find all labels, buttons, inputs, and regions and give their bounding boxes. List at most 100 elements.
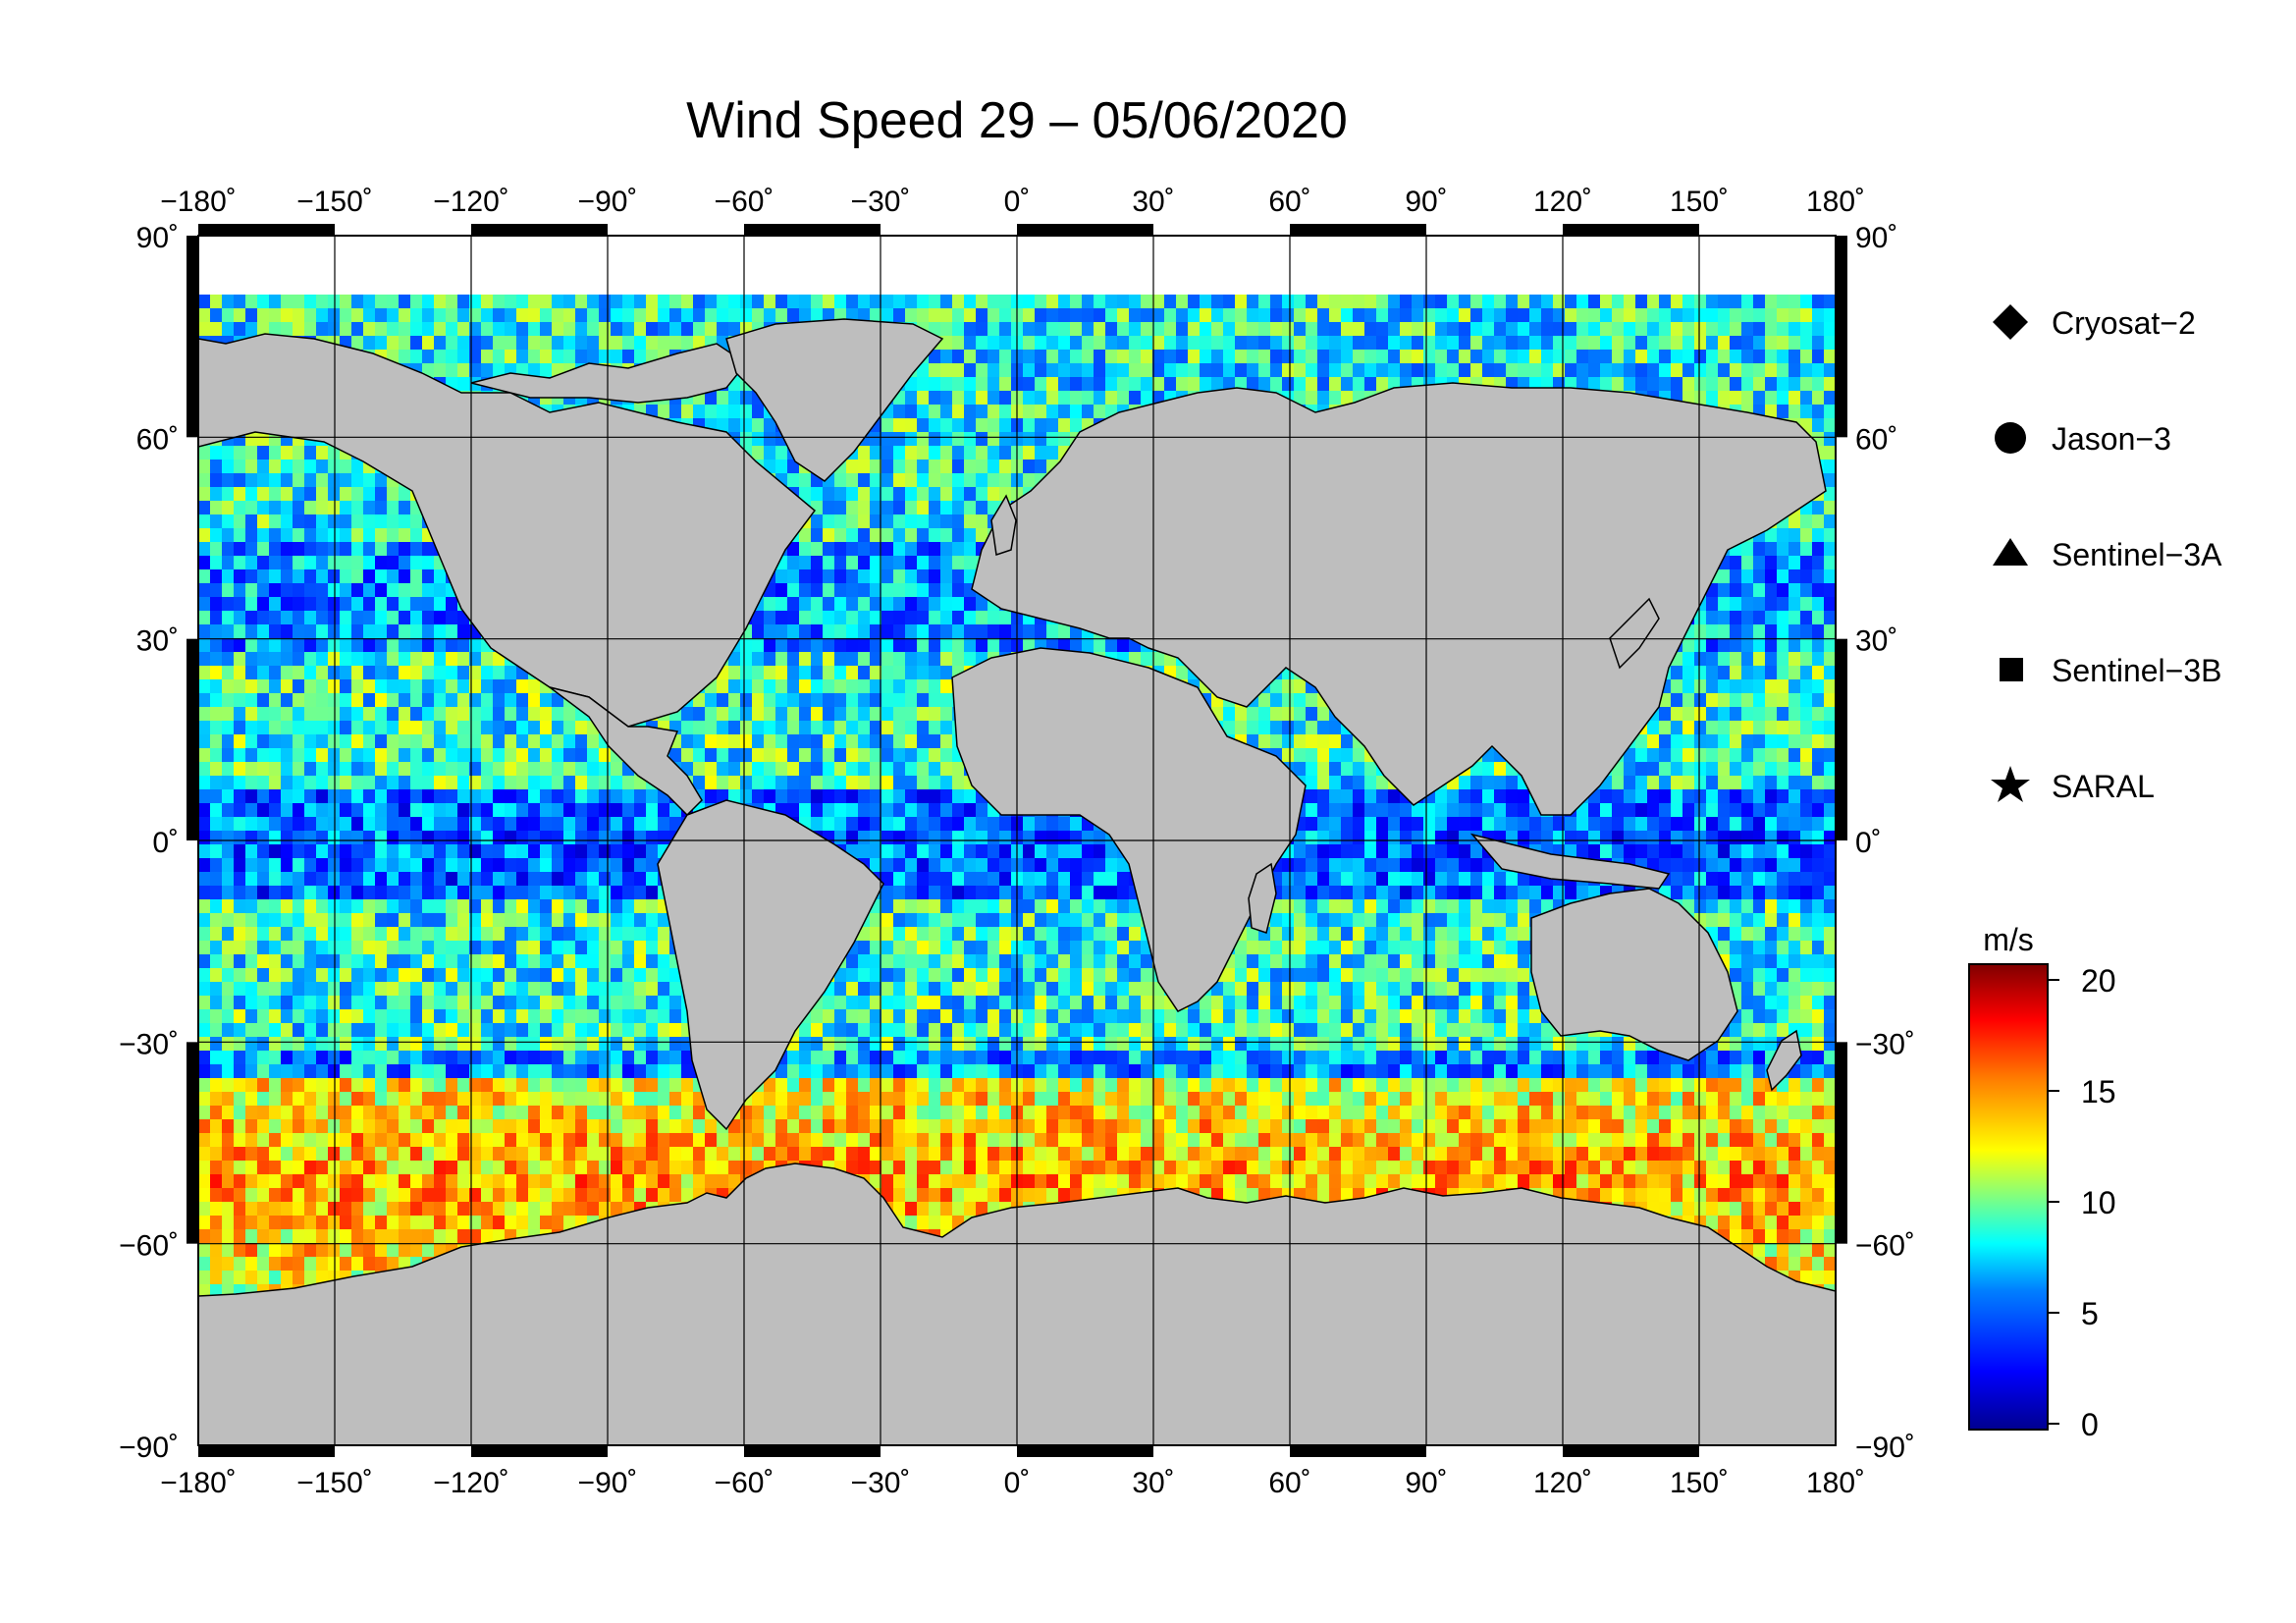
wind-cell [858, 611, 871, 625]
wind-cell [434, 363, 447, 378]
wind-cell [387, 776, 400, 790]
wind-cell [340, 514, 352, 529]
wind-cell [1529, 322, 1542, 337]
wind-cell [811, 514, 824, 529]
wind-cell [422, 569, 435, 584]
wind-cell [952, 350, 965, 364]
wind-cell [1412, 350, 1424, 364]
wind-cell [540, 295, 553, 309]
wind-cell [234, 460, 246, 474]
wind-cell [764, 624, 776, 639]
wind-cell [1341, 308, 1354, 323]
wind-cell [999, 295, 1012, 309]
wind-cell [505, 322, 517, 337]
wind-cell [952, 363, 965, 378]
wind-cell [881, 432, 894, 447]
wind-cell [988, 460, 1000, 474]
wind-cell [1152, 350, 1165, 364]
wind-cell [964, 638, 977, 653]
wind-cell [1188, 308, 1201, 323]
wind-cell [929, 611, 941, 625]
wind-cell [293, 460, 305, 474]
wind-cell [340, 569, 352, 584]
wind-cell [881, 569, 894, 584]
wind-cell [304, 762, 317, 777]
wind-cell [1341, 322, 1354, 337]
wind-cell [1800, 597, 1813, 612]
wind-cell [1789, 405, 1801, 419]
wind-cell [787, 666, 800, 680]
wind-cell [1282, 336, 1295, 351]
wind-cell [752, 734, 765, 749]
wind-cell [787, 569, 800, 584]
wind-cell [387, 638, 400, 653]
wind-cell [764, 611, 776, 625]
wind-cell [1753, 638, 1766, 653]
wind-cell [1200, 295, 1212, 309]
wind-cell [293, 707, 305, 722]
wind-cell [1353, 762, 1365, 777]
wind-cell [1294, 363, 1307, 378]
wind-cell [340, 652, 352, 667]
wind-cell [905, 405, 918, 419]
wind-cell [257, 721, 270, 735]
wind-cell [1082, 295, 1095, 309]
wind-cell [1765, 405, 1778, 419]
wind-cell [893, 446, 906, 460]
wind-cell [351, 666, 364, 680]
wind-cell [540, 721, 553, 735]
wind-cell [799, 693, 812, 708]
wind-cell [988, 432, 1000, 447]
wind-cell [493, 295, 506, 309]
wind-cell [1282, 377, 1295, 392]
wind-cell [787, 721, 800, 735]
wind-cell [399, 707, 411, 722]
wind-cell [1659, 363, 1672, 378]
map-panel [198, 236, 1836, 1445]
wind-cell [881, 734, 894, 749]
wind-cell [1294, 336, 1307, 351]
wind-cell [293, 721, 305, 735]
wind-cell [1459, 322, 1471, 337]
wind-cell [563, 762, 576, 777]
wind-cell [1046, 363, 1059, 378]
wind-cell [834, 556, 847, 570]
wind-cell [823, 638, 835, 653]
wind-cell [375, 638, 388, 653]
wind-cell [1247, 350, 1259, 364]
wind-cell [198, 693, 211, 708]
wind-cell [1058, 377, 1071, 392]
wind-cell [999, 377, 1012, 392]
wind-cell [964, 295, 977, 309]
wind-cell [1576, 336, 1589, 351]
wind-cell [505, 679, 517, 694]
wind-cell [234, 556, 246, 570]
wind-cell [1247, 308, 1259, 323]
wind-cell [1270, 721, 1283, 735]
wind-cell [563, 308, 576, 323]
wind-cell [1706, 652, 1719, 667]
wind-cell [304, 693, 317, 708]
wind-cell [1753, 748, 1766, 763]
wind-cell [881, 707, 894, 722]
wind-cell [717, 693, 729, 708]
wind-cell [1671, 295, 1683, 309]
wind-cell [1753, 308, 1766, 323]
wind-cell [1317, 350, 1330, 364]
wind-cell [434, 569, 447, 584]
wind-cell [799, 638, 812, 653]
wind-cell [1482, 295, 1495, 309]
wind-cell [210, 514, 223, 529]
wind-cell [1812, 707, 1825, 722]
wind-cell [245, 473, 258, 488]
wind-cell [1541, 308, 1554, 323]
wind-cell [999, 336, 1012, 351]
wind-cell [881, 638, 894, 653]
wind-cell [1588, 363, 1601, 378]
wind-cell [446, 762, 458, 777]
wind-cell [622, 295, 635, 309]
wind-cell [1718, 350, 1731, 364]
wind-cell [669, 405, 682, 419]
wind-cell [1789, 652, 1801, 667]
wind-cell [728, 707, 741, 722]
